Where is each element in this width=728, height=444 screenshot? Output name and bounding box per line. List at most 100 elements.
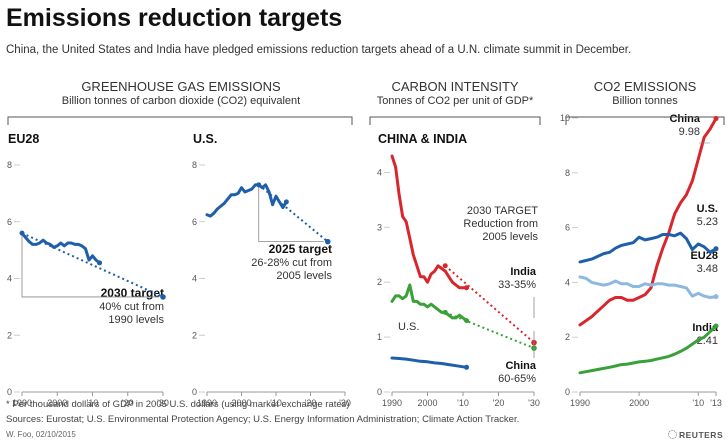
eu28-endpoint-0 bbox=[97, 260, 103, 266]
co2-ylabel-2: 2 bbox=[565, 332, 570, 342]
intensity-china-name: China bbox=[505, 360, 536, 372]
eu28-xlabel-4: '30 bbox=[157, 398, 169, 408]
intensity-series-china bbox=[390, 154, 469, 290]
intensity-ylabel-4: 4 bbox=[377, 167, 382, 177]
co2-china-name: China bbox=[669, 113, 700, 125]
co2-ylabel-6: 6 bbox=[565, 223, 570, 233]
co2-xlabel-2: '10 bbox=[692, 398, 704, 408]
intensity-target-line-india bbox=[444, 311, 535, 350]
reuters-logo-text: REUTERS bbox=[679, 430, 724, 440]
us-target-line1: 26-28% cut from bbox=[251, 257, 332, 269]
chart-title-china-india: CHINA & INDIA bbox=[378, 132, 468, 146]
eu28-target-guide bbox=[21, 233, 159, 298]
eu28-series-main bbox=[20, 231, 102, 265]
eu28-target-heading: 2030 target bbox=[100, 286, 164, 300]
us-ylabel-4: 4 bbox=[192, 274, 197, 284]
intensity-xlabel-1: 2000 bbox=[417, 398, 437, 408]
page-subtitle: China, the United States and India have … bbox=[6, 44, 632, 56]
intensity-india-label: India 33-35% bbox=[498, 266, 536, 292]
us-xlabel-4: '30 bbox=[339, 398, 351, 408]
intensity-target-annotation: 2030 TARGET Reduction from 2005 levels bbox=[463, 205, 538, 244]
co2-us-label: U.S. 5.23 bbox=[697, 203, 718, 229]
eu28-target-annotation: 2030 target 40% cut from 1990 levels bbox=[99, 287, 164, 327]
intensity-series-u-s- bbox=[390, 356, 469, 369]
us-target-line2: 2005 levels bbox=[276, 270, 332, 282]
us-target-heading: 2025 target bbox=[268, 242, 332, 256]
section-bracket-intensity bbox=[369, 116, 541, 125]
eu28-xlabel-1: 2000 bbox=[47, 398, 67, 408]
intensity-ylabel-1: 1 bbox=[377, 332, 382, 342]
intensity-us-label: U.S. bbox=[398, 321, 420, 333]
co2-china-value: 9.98 bbox=[678, 126, 700, 138]
intensity-series-india bbox=[390, 283, 469, 323]
footnote: * Per thousand dollars of GDP in 2005 U.… bbox=[6, 399, 350, 410]
eu28-ylabel-8: 8 bbox=[7, 160, 12, 170]
us-target-guide bbox=[258, 184, 324, 243]
chart-title-us: U.S. bbox=[193, 132, 218, 146]
co2-series-china bbox=[578, 117, 718, 327]
intensity-china-label: China 60-65% bbox=[498, 360, 536, 386]
co2-ylabel-8: 8 bbox=[565, 168, 570, 178]
co2-xlabel-3: '13 bbox=[710, 398, 722, 408]
co2-series-u-s- bbox=[578, 231, 718, 264]
co2-ylabel-0: 0 bbox=[565, 387, 570, 397]
us-xlabel-2: '10 bbox=[270, 398, 282, 408]
co2-xlabel-1: 2000 bbox=[629, 398, 649, 408]
intensity-xlabel-0: 1990 bbox=[382, 398, 402, 408]
section-title-intensity: CARBON INTENSITY bbox=[391, 79, 519, 94]
reuters-logo-icon bbox=[668, 430, 677, 439]
us-ylabel-2: 2 bbox=[192, 330, 197, 340]
section-title-co2: CO2 EMISSIONS bbox=[593, 79, 697, 94]
intensity-china-value: 60-65% bbox=[498, 373, 536, 385]
intensity-xlabel-3: '20 bbox=[493, 398, 505, 408]
eu28-ylabel-0: 0 bbox=[7, 387, 12, 397]
section-subtitle-ghg: Billion tonnes of carbon dioxide (CO2) e… bbox=[61, 95, 301, 107]
eu28-target-end-0 bbox=[160, 294, 166, 300]
eu28-xlabel-3: '20 bbox=[122, 398, 134, 408]
co2-us-value: 5.23 bbox=[696, 216, 718, 228]
reuters-logo: REUTERS bbox=[668, 430, 723, 440]
intensity-target-line2: Reduction from bbox=[463, 218, 538, 230]
eu28-target-line-main bbox=[21, 232, 164, 298]
eu28-ylabel-2: 2 bbox=[7, 330, 12, 340]
co2-endpoint-1 bbox=[713, 246, 719, 252]
co2-endpoint-3 bbox=[713, 323, 719, 329]
section-subtitle-co2: Billion tonnes bbox=[612, 95, 678, 107]
intensity-target-line-china bbox=[444, 264, 535, 344]
co2-xlabel-0: 1990 bbox=[570, 398, 590, 408]
us-ylabel-8: 8 bbox=[192, 160, 197, 170]
intensity-ylabel-0: 0 bbox=[377, 387, 382, 397]
eu28-xlabel-0: 1990 bbox=[12, 398, 32, 408]
intensity-xlabel-2: '10 bbox=[457, 398, 469, 408]
us-series-main bbox=[205, 183, 288, 218]
co2-us-name: U.S. bbox=[696, 203, 718, 215]
eu28-ylabel-6: 6 bbox=[7, 217, 12, 227]
page-title: Emissions reduction targets bbox=[6, 4, 343, 32]
eu28-ylabel-4: 4 bbox=[7, 274, 12, 284]
intensity-ylabel-2: 2 bbox=[377, 277, 382, 287]
credit: W. Foo, 02/10/2015 bbox=[6, 430, 76, 439]
chart-title-eu28: EU28 bbox=[8, 132, 40, 146]
us-xlabel-0: 1990 bbox=[197, 398, 217, 408]
co2-eu28-value: 3.48 bbox=[696, 263, 718, 275]
co2-endpoint-2 bbox=[713, 294, 719, 300]
co2-ylabel-4: 4 bbox=[565, 277, 570, 287]
intensity-target-line3: 2005 levels bbox=[482, 231, 538, 243]
intensity-xlabel-4: '30 bbox=[528, 398, 540, 408]
us-endpoint-0 bbox=[283, 199, 289, 205]
intensity-india-name: India bbox=[510, 266, 536, 278]
intensity-target-line1: 2030 TARGET bbox=[466, 205, 538, 217]
section-bracket-ghg bbox=[7, 116, 353, 125]
intensity-endpoint-2 bbox=[464, 364, 470, 370]
co2-ylabel-10: 10 bbox=[560, 113, 570, 123]
us-xlabel-3: '20 bbox=[305, 398, 317, 408]
us-ylabel-0: 0 bbox=[192, 387, 197, 397]
section-bracket-co2 bbox=[565, 116, 725, 125]
co2-china-label: China 9.98 bbox=[669, 113, 700, 139]
eu28-target-line2: 1990 levels bbox=[108, 314, 164, 326]
us-ylabel-6: 6 bbox=[192, 217, 197, 227]
intensity-india-value: 33-35% bbox=[498, 279, 536, 291]
co2-series-india bbox=[578, 324, 718, 375]
us-target-annotation: 2025 target 26-28% cut from 2005 levels bbox=[251, 243, 332, 283]
